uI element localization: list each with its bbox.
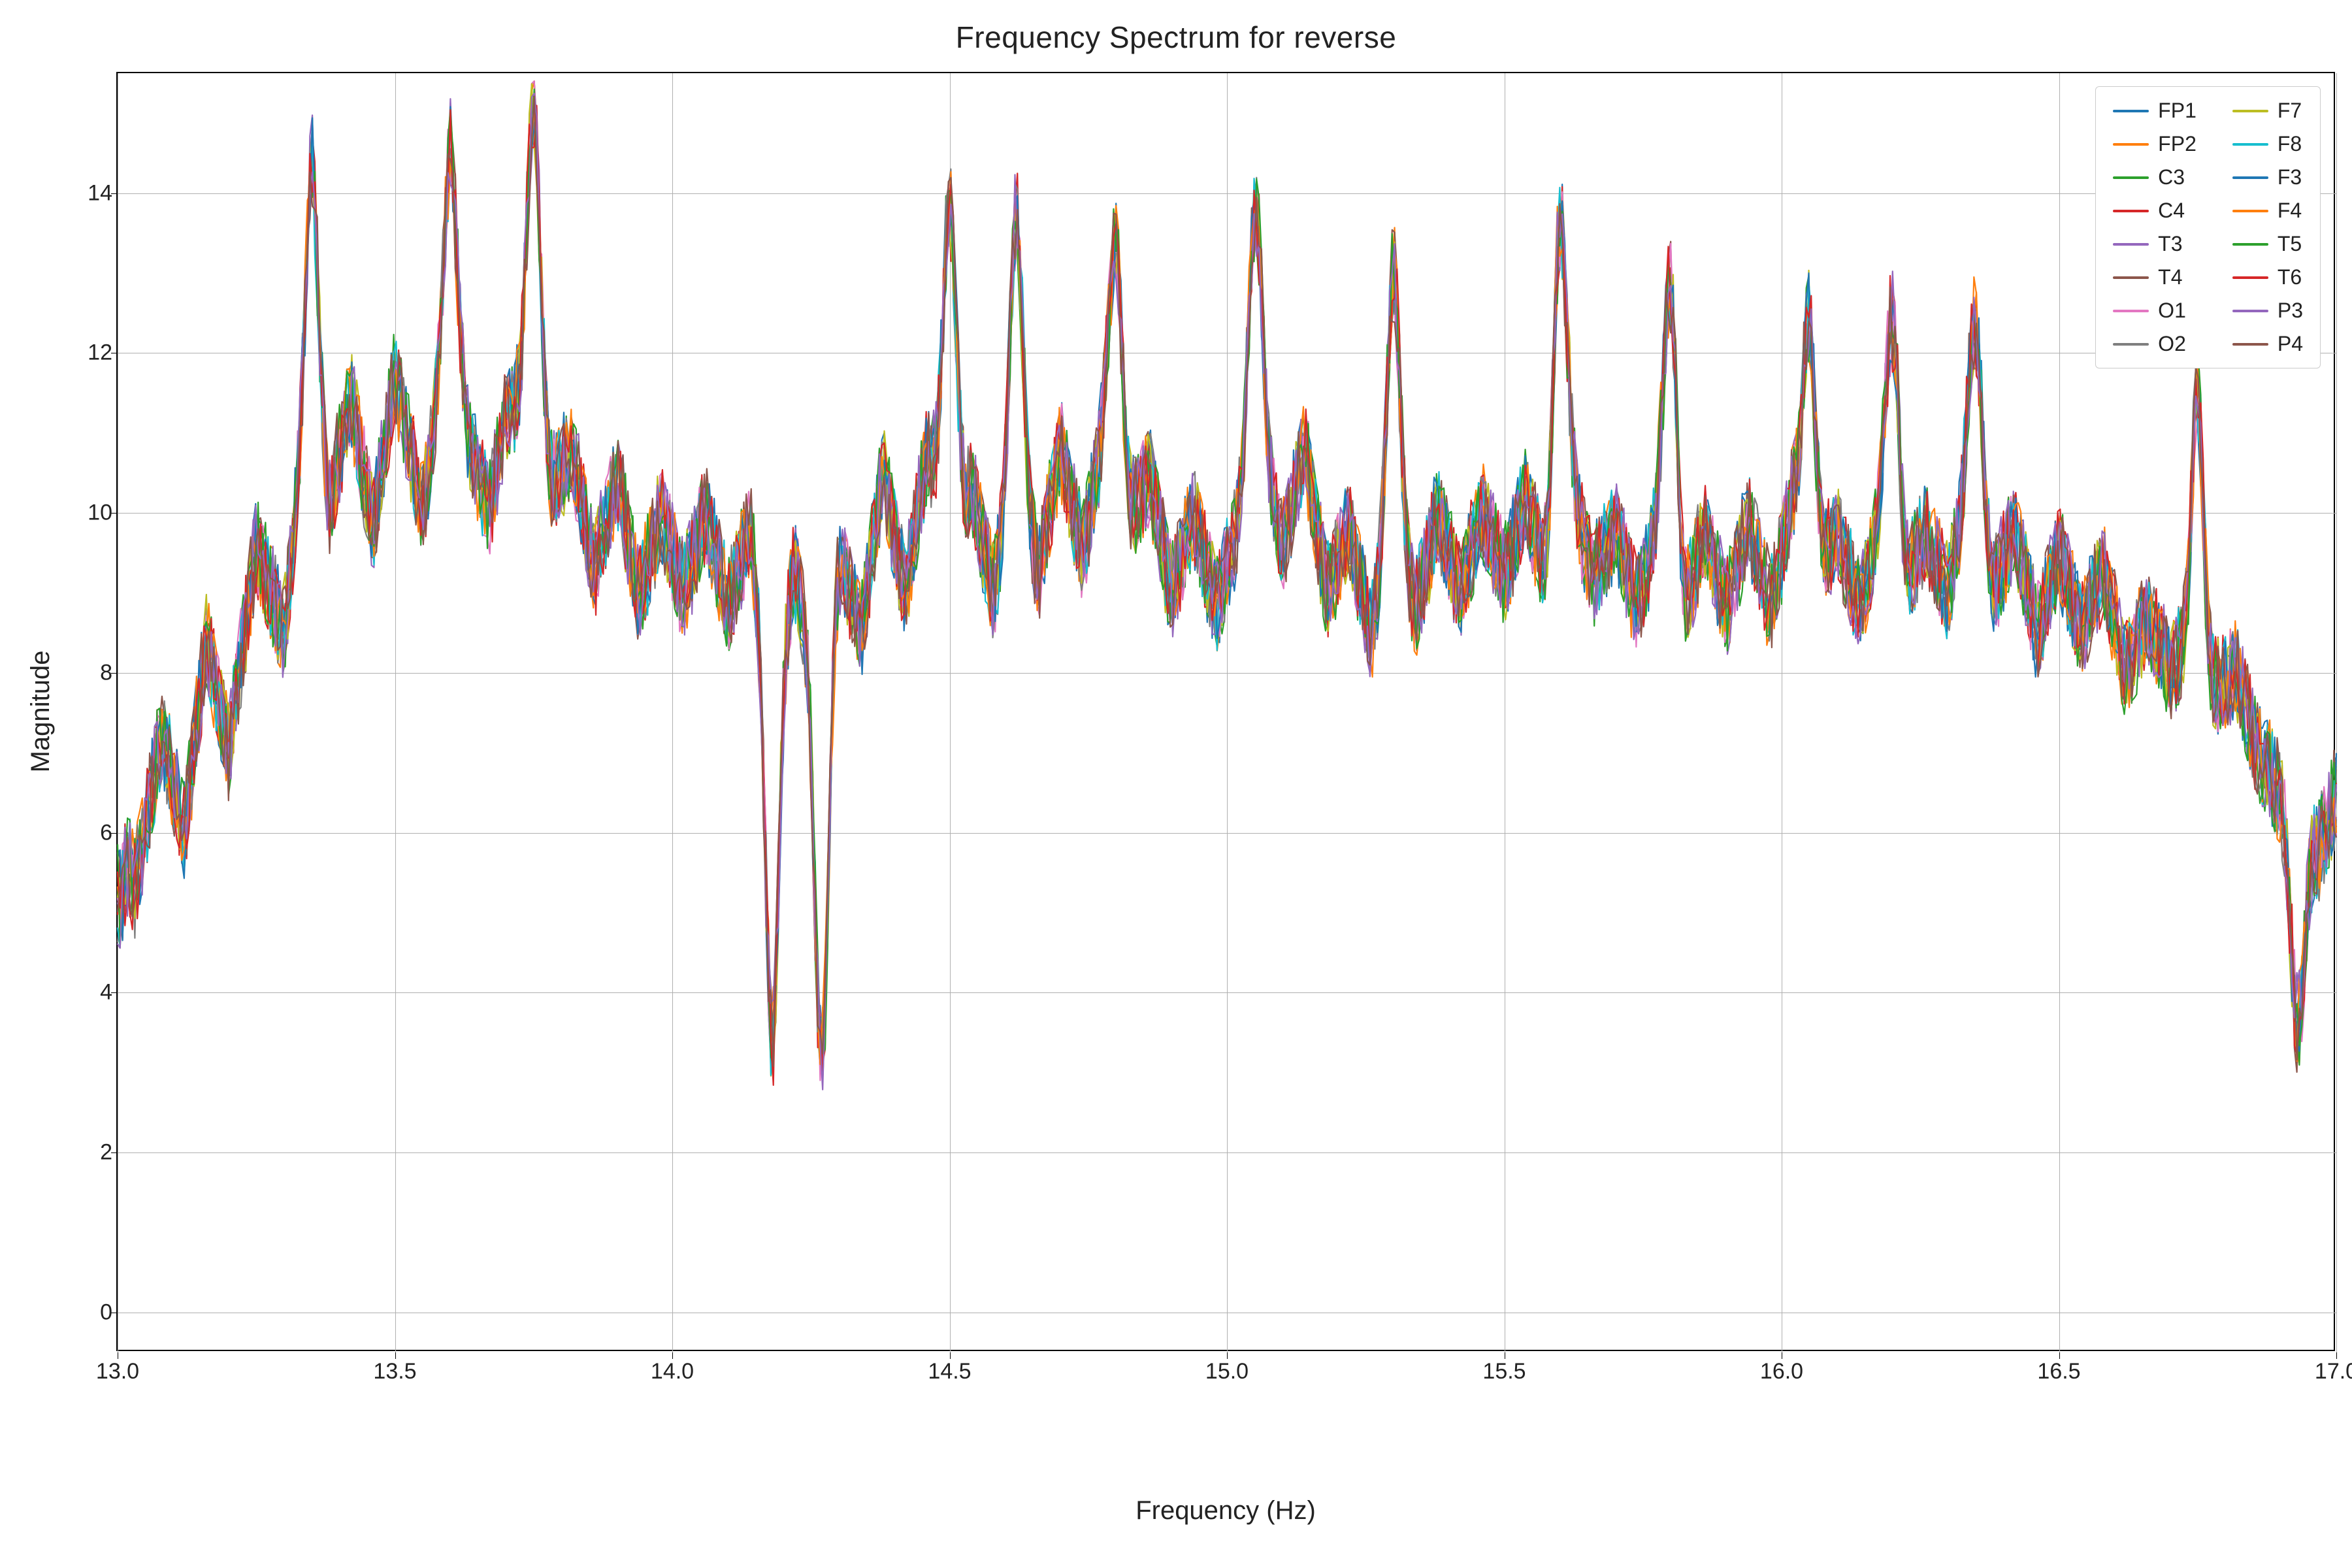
x-tick-label: 17.0 [2315,1359,2352,1384]
x-tick-label: 13.0 [96,1359,139,1384]
legend-entry-t5[interactable]: T5 [2232,232,2303,256]
legend-box[interactable]: FP1 FP2 C3 C4 T3 T4 O1 O2 F7 F8 F3 F4 T5 T6 P3 P4 [2095,86,2321,368]
x-tick-label: 14.5 [928,1359,971,1384]
series-svg [118,73,2336,1352]
legend-entry-f3[interactable]: F3 [2232,165,2303,189]
plot-area: 13.0 13.5 14.0 14.5 15.0 15.5 16.0 16.5 17.0 0 2 4 6… [116,72,2335,1351]
legend-label-t4: T4 [2158,265,2182,289]
legend-swatch-o2 [2113,343,2149,346]
chart-container: Frequency Spectrum for reverse 13.0 13.5 1… [0,0,2352,1568]
y-tick-label: 10 [80,500,112,526]
legend-label-f7: F7 [2278,99,2302,123]
legend-label-c3: C3 [2158,165,2185,189]
legend-column-1: FP1 FP2 C3 C4 T3 T4 O1 O2 [2113,99,2197,356]
legend-swatch-f3 [2232,176,2268,179]
x-tick-mark [672,1352,673,1359]
legend-entry-t3[interactable]: T3 [2113,232,2197,256]
legend-swatch-t6 [2232,276,2268,279]
x-tick-mark [2059,1352,2060,1359]
legend-label-p4: P4 [2278,332,2303,356]
legend-entry-f7[interactable]: F7 [2232,99,2303,123]
legend-swatch-fp1 [2113,110,2149,112]
legend-swatch-t3 [2113,243,2149,246]
legend-entry-o1[interactable]: O1 [2113,299,2197,323]
x-tick-label: 15.0 [1205,1359,1249,1384]
legend-label-o1: O1 [2158,299,2186,323]
legend-column-2: F7 F8 F3 F4 T5 T6 P3 P4 [2232,99,2303,356]
y-tick-label: 14 [80,180,112,206]
legend-label-c4: C4 [2158,199,2185,223]
legend-swatch-f8 [2232,143,2268,146]
legend-label-t6: T6 [2278,265,2302,289]
y-tick-label: 0 [80,1299,112,1325]
legend-entry-c3[interactable]: C3 [2113,165,2197,189]
legend-label-p3: P3 [2278,299,2303,323]
x-tick-label: 14.0 [651,1359,694,1384]
legend-label-t3: T3 [2158,232,2182,256]
x-axis-label: Frequency (Hz) [116,1496,2335,1526]
legend-entry-fp1[interactable]: FP1 [2113,99,2197,123]
legend-entry-c4[interactable]: C4 [2113,199,2197,223]
y-tick-label: 6 [80,820,112,845]
legend-swatch-c4 [2113,210,2149,212]
chart-title: Frequency Spectrum for reverse [0,20,2352,55]
legend-entry-fp2[interactable]: FP2 [2113,132,2197,156]
legend-entry-f4[interactable]: F4 [2232,199,2303,223]
legend-label-f3: F3 [2278,165,2302,189]
legend-swatch-c3 [2113,176,2149,179]
legend-swatch-p3 [2232,310,2268,312]
y-tick-label: 4 [80,980,112,1005]
x-tick-mark [950,1352,951,1359]
y-tick-label: 8 [80,660,112,685]
legend-entry-o2[interactable]: O2 [2113,332,2197,356]
legend-label-fp1: FP1 [2158,99,2197,123]
legend-swatch-o1 [2113,310,2149,312]
legend-swatch-f7 [2232,110,2268,112]
legend-entry-t6[interactable]: T6 [2232,265,2303,289]
gridline-vertical [2336,73,2337,1352]
x-tick-label: 15.5 [1482,1359,1526,1384]
legend-entry-p4[interactable]: P4 [2232,332,2303,356]
legend-entry-p3[interactable]: P3 [2232,299,2303,323]
legend-label-f4: F4 [2278,199,2302,223]
x-tick-label: 16.0 [1760,1359,1803,1384]
x-tick-label: 16.5 [2037,1359,2080,1384]
legend-swatch-t4 [2113,276,2149,279]
legend-label-f8: F8 [2278,132,2302,156]
legend-entry-t4[interactable]: T4 [2113,265,2197,289]
x-tick-label: 13.5 [373,1359,416,1384]
legend-swatch-p4 [2232,343,2268,346]
legend-entry-f8[interactable]: F8 [2232,132,2303,156]
y-axis-label: Magnitude [26,651,56,773]
x-tick-mark [1227,1352,1228,1359]
legend-label-t5: T5 [2278,232,2302,256]
legend-swatch-t5 [2232,243,2268,246]
legend-label-fp2: FP2 [2158,132,2197,156]
y-tick-label: 12 [80,340,112,366]
x-tick-mark [2336,1352,2337,1359]
legend-label-o2: O2 [2158,332,2186,356]
legend-swatch-fp2 [2113,143,2149,146]
legend-swatch-f4 [2232,210,2268,212]
y-tick-label: 2 [80,1140,112,1166]
x-tick-mark [395,1352,396,1359]
